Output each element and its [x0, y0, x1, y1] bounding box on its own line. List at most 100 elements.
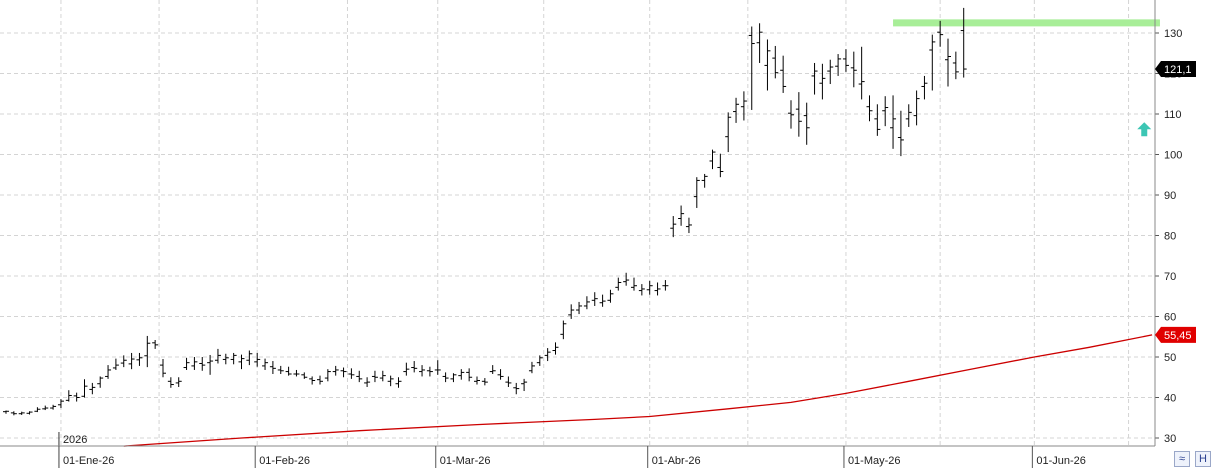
ohlc-bar — [646, 280, 653, 295]
ohlc-bar — [191, 357, 198, 370]
ohlc-bar — [262, 358, 269, 370]
ohlc-bar — [254, 352, 261, 367]
ohlc-bar — [850, 51, 857, 88]
ohlc-bar — [560, 320, 567, 340]
ohlc-bar — [505, 376, 512, 387]
ohlc-bar — [795, 92, 802, 137]
ohlc-bar — [858, 46, 865, 100]
ohlc-bar — [952, 51, 959, 80]
moving-average-tag-box — [1155, 326, 1196, 343]
ohlc-bar — [670, 216, 677, 238]
ohlc-bar — [411, 361, 418, 373]
y-tick-label: 100 — [1164, 150, 1182, 162]
ohlc-bar — [246, 350, 253, 366]
ohlc-bar — [615, 277, 622, 291]
ohlc-bar — [199, 357, 206, 371]
ohlc-bar — [497, 369, 504, 380]
ohlc-bar — [583, 296, 590, 310]
y-tick-label: 30 — [1164, 433, 1176, 445]
ohlc-bar — [285, 366, 292, 376]
ohlc-bar — [764, 39, 771, 91]
ohlc-bar — [112, 358, 119, 370]
y-tick-label: 60 — [1164, 312, 1176, 324]
x-tick-label: 01-May-26 — [848, 455, 901, 467]
ohlc-bar — [183, 357, 190, 370]
ohlc-bar — [709, 149, 716, 170]
ohlc-bar — [466, 368, 473, 382]
ohlc-bar — [842, 49, 849, 72]
ohlc-bar — [772, 45, 779, 79]
ohlc-bar — [434, 360, 441, 375]
ohlc-bar — [905, 104, 912, 127]
ohlc-bar — [105, 365, 112, 379]
ohlc-bar — [913, 90, 920, 126]
x-tick-label: 01-Feb-26 — [259, 455, 310, 467]
ohlc-bar — [26, 411, 33, 415]
moving-average-tag: 55,45 — [1155, 326, 1196, 343]
ohlc-bar — [623, 272, 630, 286]
ohlc-bar — [489, 365, 496, 375]
ohlc-bar — [717, 153, 724, 178]
ohlc-bar — [403, 362, 410, 376]
ohlc-bar — [521, 378, 528, 392]
y-tick-label: 90 — [1164, 190, 1176, 202]
chart-options-icon[interactable]: ≈ — [1174, 451, 1190, 467]
ohlc-bar — [882, 96, 889, 127]
ohlc-bar — [160, 359, 166, 378]
ohlc-bar — [348, 368, 355, 379]
ohlc-bar — [3, 410, 9, 414]
x-tick-label: 01-Ene-26 — [63, 455, 114, 467]
up-arrow-icon — [1137, 122, 1152, 137]
ohlc-bar — [81, 379, 88, 398]
ohlc-bar — [152, 339, 159, 349]
ohlc-bar — [442, 372, 449, 383]
ohlc-bar — [874, 104, 881, 136]
ohlc-bar — [552, 342, 559, 355]
last-price-tag-label: 121,1 — [1164, 64, 1192, 76]
ohlc-bar — [827, 59, 834, 85]
ohlc-bar — [890, 95, 897, 149]
ohlc-bar — [89, 382, 96, 395]
ohlc-bar — [356, 370, 363, 383]
ohlc-bar — [819, 63, 826, 100]
ohlc-bar — [120, 355, 127, 368]
ohlc-bar — [528, 361, 535, 374]
ohlc-bar — [277, 365, 284, 375]
ohlc-bar — [866, 95, 873, 122]
moving-average-line — [123, 334, 1153, 447]
ohlc-bar — [207, 354, 214, 375]
ohlc-bar — [128, 352, 135, 370]
ohlc-bar — [693, 177, 700, 208]
ohlc-bar — [379, 370, 386, 382]
ohlc-bar — [387, 375, 394, 387]
ohlc-bar — [317, 375, 323, 385]
ohlc-bar — [332, 365, 339, 376]
y-tick-label: 110 — [1164, 109, 1182, 121]
ohlc-bar — [214, 348, 221, 364]
ohlc-bar — [65, 390, 72, 402]
ohlc-bar — [725, 112, 732, 153]
grid-layer — [0, 0, 1155, 446]
ohlc-bar — [450, 373, 457, 383]
ohlc-bar — [811, 62, 818, 95]
ohlc-bar — [419, 365, 426, 377]
x-tick-label: 01-Mar-26 — [440, 455, 491, 467]
ohlc-bar — [97, 376, 104, 388]
ohlc-bar — [458, 369, 465, 380]
ohlc-bar — [591, 292, 598, 306]
ohlc-bar — [474, 376, 480, 385]
ohlc-bar — [371, 370, 378, 383]
y-tick-label: 130 — [1164, 28, 1182, 40]
ohlc-bar — [921, 75, 928, 100]
save-icon[interactable]: H — [1195, 451, 1211, 467]
ohlc-bar — [835, 54, 842, 76]
last-price-tag-box — [1155, 61, 1196, 78]
ohlc-bar — [513, 382, 520, 395]
axis-layer: 30405060708090100110120130202601-Ene-260… — [0, 0, 1196, 468]
ohlc-bar — [309, 376, 316, 385]
ohlc-bar — [685, 217, 692, 234]
ohlc-bar — [576, 301, 583, 315]
moving-average-tag-label: 55,45 — [1164, 330, 1192, 342]
